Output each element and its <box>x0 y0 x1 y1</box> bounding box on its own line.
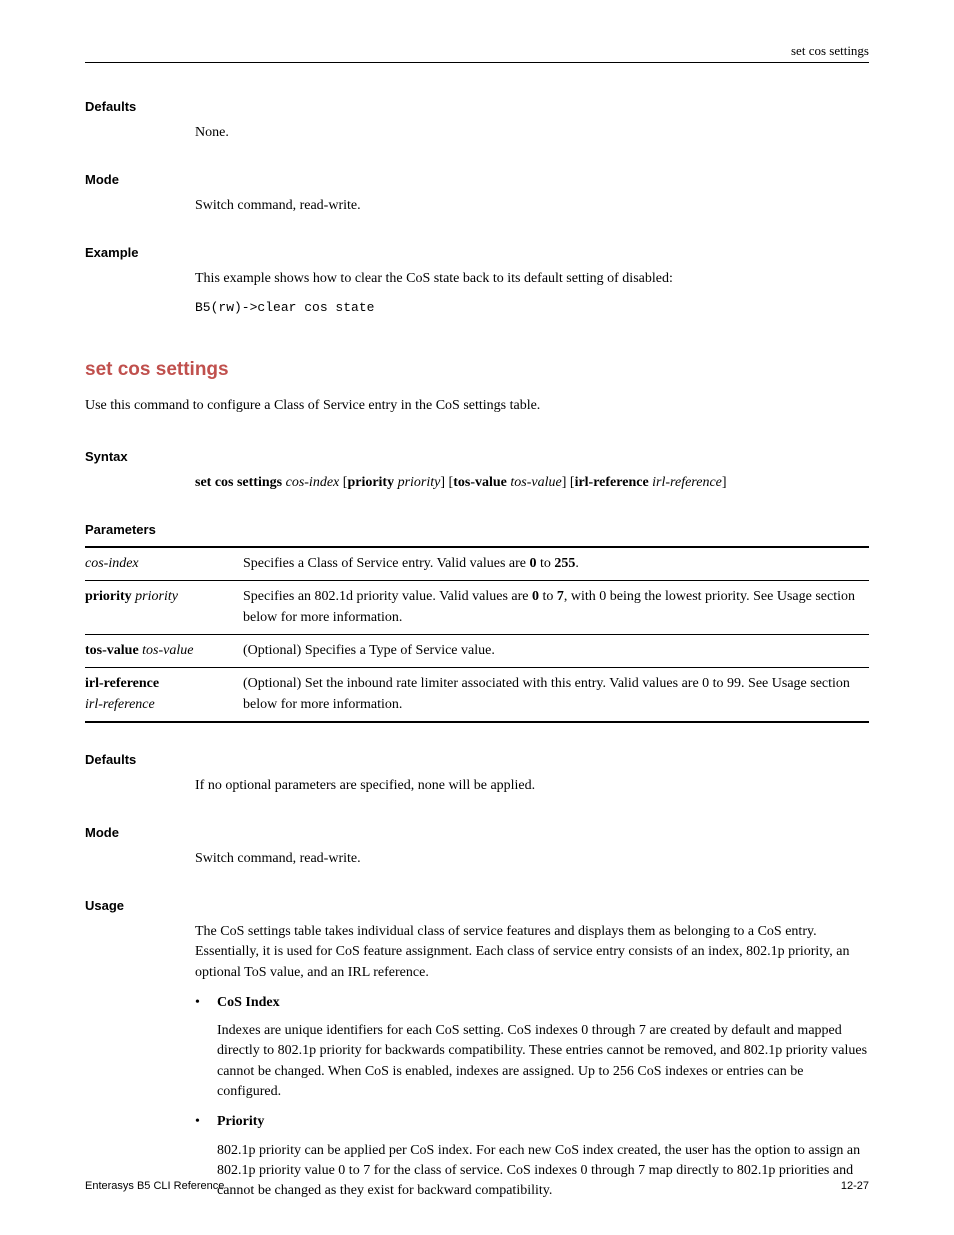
param-name-b: priority <box>85 589 132 604</box>
defaults-label-2: Defaults <box>85 751 869 770</box>
param-desc-b2: 7 <box>557 589 564 604</box>
param-desc-pre: Specifies a Class of Service entry. Vali… <box>243 556 530 571</box>
syntax-cmd: set cos settings <box>195 475 282 490</box>
parameters-label: Parameters <box>85 521 869 540</box>
param-desc: (Optional) Set the inbound rate limiter … <box>243 668 869 722</box>
list-item: • Priority <box>195 1112 869 1132</box>
usage-bullets: • CoS Index Indexes are unique identifie… <box>195 993 869 1202</box>
defaults-text-1: None. <box>195 123 869 143</box>
param-name-i: tos-value <box>142 643 193 658</box>
defaults-text-2: If no optional parameters are specified,… <box>195 776 869 796</box>
page-footer: Enterasys B5 CLI Reference 12-27 <box>85 1179 869 1195</box>
param-desc-pre: (Optional) Set the inbound rate limiter … <box>243 676 850 711</box>
table-row: irl-reference irl-reference (Optional) Se… <box>85 668 869 722</box>
bullet-dot-icon: • <box>195 993 217 1013</box>
example-code: B5(rw)->clear cos state <box>195 299 869 318</box>
mode-label-2: Mode <box>85 824 869 843</box>
page-header-right: set cos settings <box>791 42 869 61</box>
parameters-table: cos-index Specifies a Class of Service e… <box>85 546 869 723</box>
syntax-label: Syntax <box>85 448 869 467</box>
param-desc-pre: (Optional) Specifies a Type of Service v… <box>243 643 495 658</box>
param-desc-mid: to <box>539 589 557 604</box>
param-desc-b1: 0 <box>530 556 537 571</box>
param-name: irl-reference irl-reference <box>85 668 243 722</box>
bullet-title: Priority <box>217 1112 264 1132</box>
param-desc-b1: 0 <box>532 589 539 604</box>
example-label: Example <box>85 244 869 263</box>
syntax-irl-var: irl-reference <box>652 475 722 490</box>
footer-right: 12-27 <box>841 1179 869 1195</box>
bullet-title: CoS Index <box>217 993 280 1013</box>
table-row: priority priority Specifies an 802.1d pr… <box>85 581 869 635</box>
syntax-line: set cos settings cos-index [priority pri… <box>195 473 869 493</box>
param-desc-pre: Specifies an 802.1d priority value. Vali… <box>243 589 532 604</box>
mode-label-1: Mode <box>85 171 869 190</box>
param-name-b: irl-reference <box>85 676 159 691</box>
table-row: cos-index Specifies a Class of Service e… <box>85 547 869 581</box>
usage-intro: The CoS settings table takes individual … <box>195 922 869 983</box>
param-name: cos-index <box>85 547 243 581</box>
param-desc-b2: 255 <box>554 556 575 571</box>
list-item: • CoS Index <box>195 993 869 1013</box>
footer-left: Enterasys B5 CLI Reference <box>85 1179 224 1195</box>
param-desc-post: . <box>575 556 579 571</box>
syntax-priority-var: priority <box>398 475 441 490</box>
param-desc: Specifies an 802.1d priority value. Vali… <box>243 581 869 635</box>
table-row: tos-value tos-value (Optional) Specifies… <box>85 634 869 667</box>
page-content: Defaults None. Mode Switch command, read… <box>85 98 869 1212</box>
param-name: tos-value tos-value <box>85 634 243 667</box>
defaults-label-1: Defaults <box>85 98 869 117</box>
syntax-priority-kw: priority <box>347 475 394 490</box>
param-name-b: tos-value <box>85 643 139 658</box>
param-name-i: cos-index <box>85 556 139 571</box>
syntax-cos-index: cos-index <box>286 475 340 490</box>
bullet-dot-icon: • <box>195 1112 217 1132</box>
param-name-i: irl-reference <box>85 697 155 712</box>
param-desc: (Optional) Specifies a Type of Service v… <box>243 634 869 667</box>
command-desc: Use this command to configure a Class of… <box>85 396 869 416</box>
mode-text-1: Switch command, read-write. <box>195 196 869 216</box>
syntax-tos-kw: tos-value <box>453 475 507 490</box>
mode-text-2: Switch command, read-write. <box>195 849 869 869</box>
header-rule <box>85 62 869 63</box>
usage-label: Usage <box>85 897 869 916</box>
syntax-irl-kw: irl-reference <box>575 475 649 490</box>
param-name: priority priority <box>85 581 243 635</box>
bullet-body: Indexes are unique identifiers for each … <box>217 1021 869 1102</box>
param-desc: Specifies a Class of Service entry. Vali… <box>243 547 869 581</box>
syntax-tos-var: tos-value <box>510 475 561 490</box>
param-name-i: priority <box>135 589 178 604</box>
command-title: set cos settings <box>85 356 869 384</box>
example-text: This example shows how to clear the CoS … <box>195 269 869 289</box>
param-desc-mid: to <box>537 556 555 571</box>
